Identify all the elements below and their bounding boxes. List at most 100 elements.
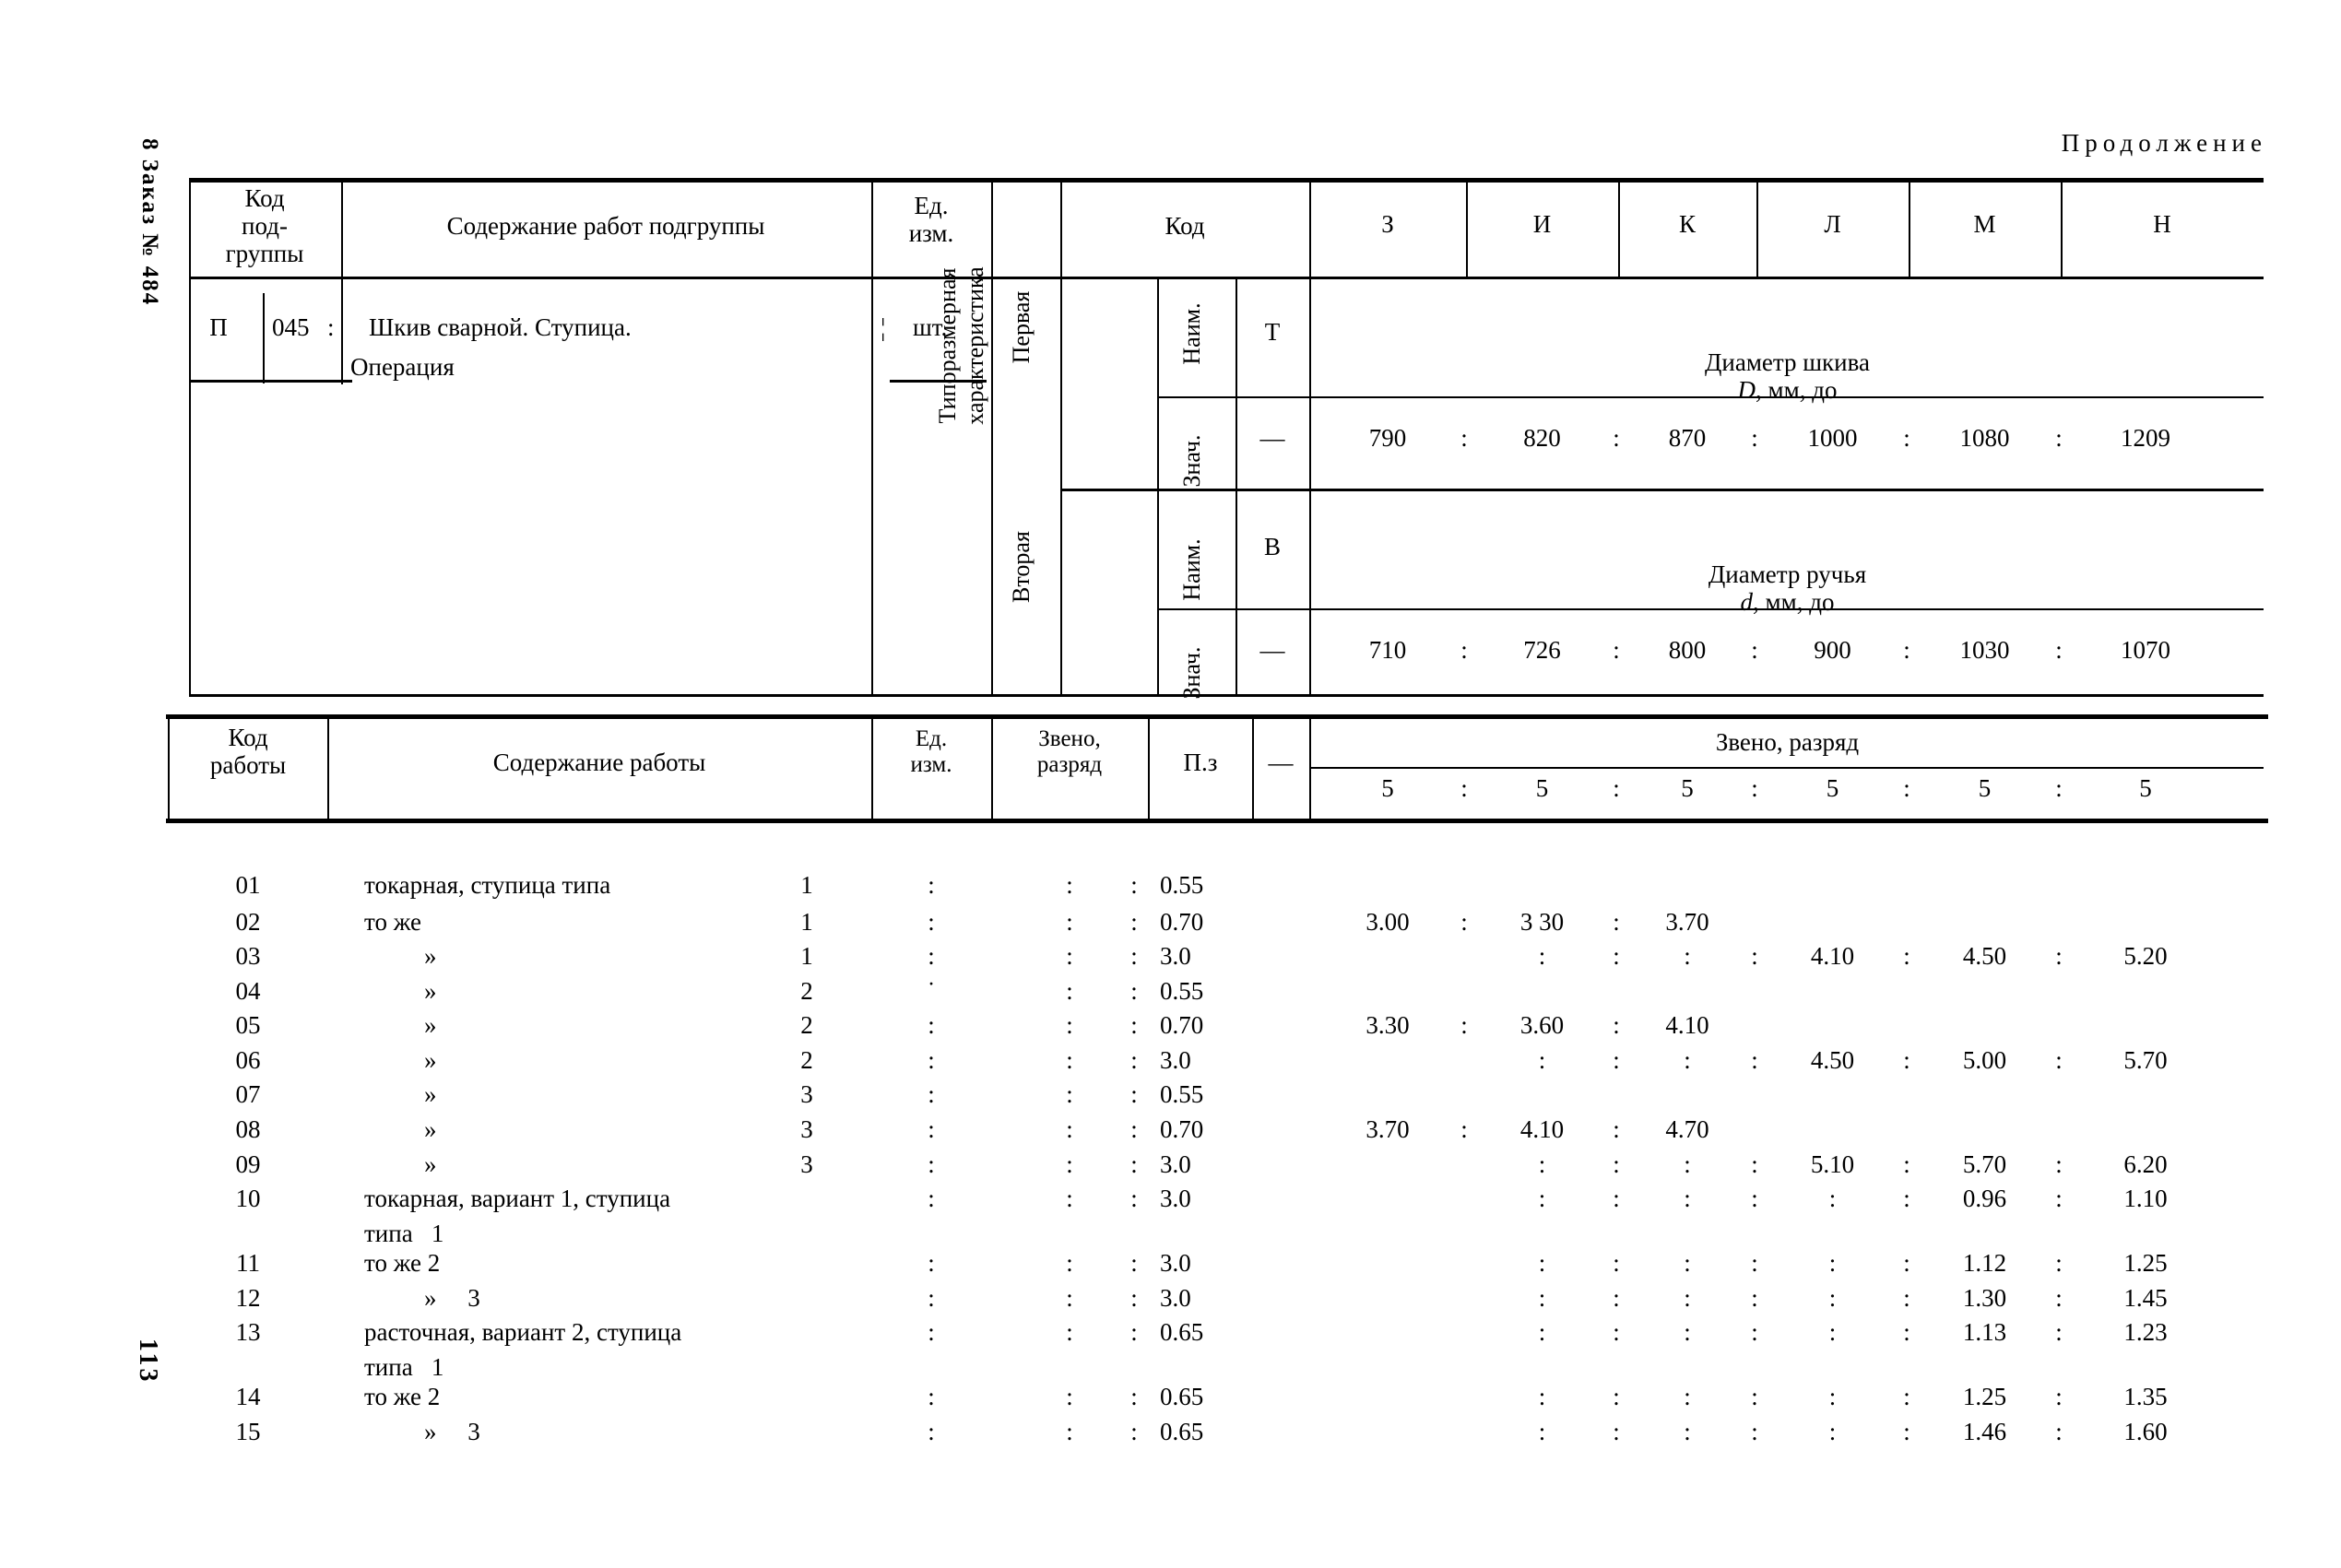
rule-under-unit: [890, 380, 987, 383]
row-value-col-3: :: [1828, 1383, 1837, 1410]
row-value-col-2: :: [1684, 1383, 1691, 1410]
row-value-col-0: 3.30: [1366, 1011, 1410, 1039]
row-type-digit: 2: [800, 977, 813, 1005]
rule-v-left: [189, 178, 191, 696]
header-dash: —: [1268, 749, 1294, 776]
row-value-col-1: :: [1538, 1284, 1546, 1312]
row-value-col-1: :: [1538, 1150, 1546, 1178]
row-value-col-2: :: [1684, 1418, 1691, 1445]
row-value-col-1: 3 30: [1519, 908, 1565, 936]
row-crew-sep: :: [1066, 908, 1073, 936]
row-value-col-2: :: [1684, 1284, 1691, 1312]
row-value-sep-4: :: [2055, 1383, 2063, 1410]
char-v-value-m: 1030: [1959, 636, 2010, 664]
rule-v-11: [1909, 182, 1910, 277]
row-pz-sep: :: [1130, 1185, 1138, 1212]
row-work-content: »: [424, 1115, 437, 1143]
row-crew-sep: :: [1066, 1046, 1073, 1074]
row-value-sep-1: :: [1613, 942, 1620, 970]
row-value-sep-2: :: [1751, 942, 1758, 970]
header-code-subgroup: Код под- группы: [225, 184, 304, 268]
header-work-code: Код работы: [209, 724, 287, 780]
row-pz-value: 3.0: [1160, 1046, 1191, 1074]
header-crew-rank-span: Звено, разряд: [1715, 728, 1860, 756]
row-value-sep-1: :: [1613, 1418, 1620, 1445]
row-pz-sep: :: [1130, 1150, 1138, 1178]
row-type-digit: 3: [800, 1080, 813, 1108]
row-value-col-5: 1.25: [2123, 1249, 2168, 1277]
char-t-value-m: 1080: [1959, 424, 2010, 452]
row-value-col-2: :: [1684, 1046, 1691, 1074]
row-work-content: то же 2: [364, 1383, 441, 1410]
row-pz-sep: :: [1130, 908, 1138, 936]
page-number: 113: [134, 1338, 162, 1385]
row-work-content: » 3: [424, 1284, 480, 1312]
row-value-col-4: 1.46: [1962, 1418, 2007, 1445]
row-work-content: то же: [364, 908, 421, 936]
row-type-digit: 3: [800, 1150, 813, 1178]
row-value-col-2: :: [1684, 1150, 1691, 1178]
row-unit-sep: :: [928, 1046, 935, 1074]
char-name-v-tail: , мм, до: [1753, 588, 1835, 617]
char-name-v-text: Диаметр ручья: [1708, 560, 1867, 589]
row-value-sep-3: :: [1903, 1284, 1910, 1312]
row-value-col-0: 3.70: [1366, 1115, 1410, 1143]
row-work-code: 10: [235, 1185, 261, 1212]
row-value-sep-4: :: [2055, 1418, 2063, 1445]
row-work-code: 13: [235, 1318, 261, 1346]
row-value-col-4: 0.96: [1962, 1185, 2007, 1212]
row-value-sep-2: :: [1751, 1150, 1758, 1178]
row-unit-sep: :: [928, 1185, 935, 1212]
rule-v-5: [1157, 277, 1159, 696]
label-typesize-characteristic: Типоразмерная характеристика: [934, 266, 988, 425]
header-lower-unit: Ед. изм.: [910, 726, 952, 777]
row-value-sep-1: :: [1613, 1046, 1620, 1074]
row-value-col-5: 5.20: [2123, 942, 2168, 970]
row-unit-sep: :: [928, 1150, 935, 1178]
row-work-content: »: [424, 1046, 437, 1074]
row-pz-sep: :: [1130, 1115, 1138, 1143]
row-pz-value: 0.65: [1160, 1383, 1204, 1410]
row-unit-sep: :: [928, 871, 935, 899]
row-value-col-2: 4.10: [1665, 1011, 1709, 1039]
row-value-col-1: :: [1538, 1249, 1546, 1277]
subgroup-code: 045: [272, 313, 310, 341]
row-value-col-4: 5.70: [1962, 1150, 2007, 1178]
row-value-sep-0: :: [1460, 1115, 1468, 1143]
row-unit-sep: :: [928, 1383, 935, 1410]
row-value-sep-2: :: [1751, 1383, 1758, 1410]
row-value-sep-1: :: [1613, 1011, 1620, 1039]
row-value-sep-1: :: [1613, 1185, 1620, 1212]
row-value-col-3: 4.10: [1810, 942, 1855, 970]
row-work-content: токарная, ступица типа: [364, 871, 611, 899]
rule-under-code: [191, 380, 352, 383]
sep-t-4: :: [1903, 424, 1910, 452]
char-v-value-k: 800: [1668, 636, 1707, 664]
rule-top: [189, 178, 2264, 183]
row-value-col-2: :: [1684, 1249, 1691, 1277]
row-value-sep-3: :: [1903, 1418, 1910, 1445]
row-work-code: 04: [235, 977, 261, 1005]
char-name-t-tail: , мм, до: [1756, 376, 1838, 405]
rule-v-4: [1060, 182, 1062, 696]
row-value-sep-4: :: [2055, 1284, 2063, 1312]
row-unit-sep: :: [928, 1115, 935, 1143]
row-value-sep-2: :: [1751, 1418, 1758, 1445]
row-value-col-3: :: [1828, 1249, 1837, 1277]
row-crew-sep: :: [1066, 1115, 1073, 1143]
rule-v-6: [1236, 277, 1237, 696]
row-value-col-2: :: [1684, 1318, 1691, 1346]
row-unit-sep: :: [928, 1284, 935, 1312]
rule-v-3: [991, 182, 993, 696]
row-value-col-1: :: [1538, 1318, 1546, 1346]
row-pz-sep: :: [1130, 1318, 1138, 1346]
row-value-sep-3: :: [1903, 1046, 1910, 1074]
rank-sep-3: :: [1751, 774, 1758, 802]
label-first: Первая: [1008, 290, 1035, 364]
row-crew-sep: :: [1066, 1249, 1073, 1277]
row-value-sep-3: :: [1903, 1383, 1910, 1410]
row-value-sep-1: :: [1613, 1150, 1620, 1178]
row-pz-sep: :: [1130, 1011, 1138, 1039]
rule-lv-6: [1309, 717, 1311, 820]
